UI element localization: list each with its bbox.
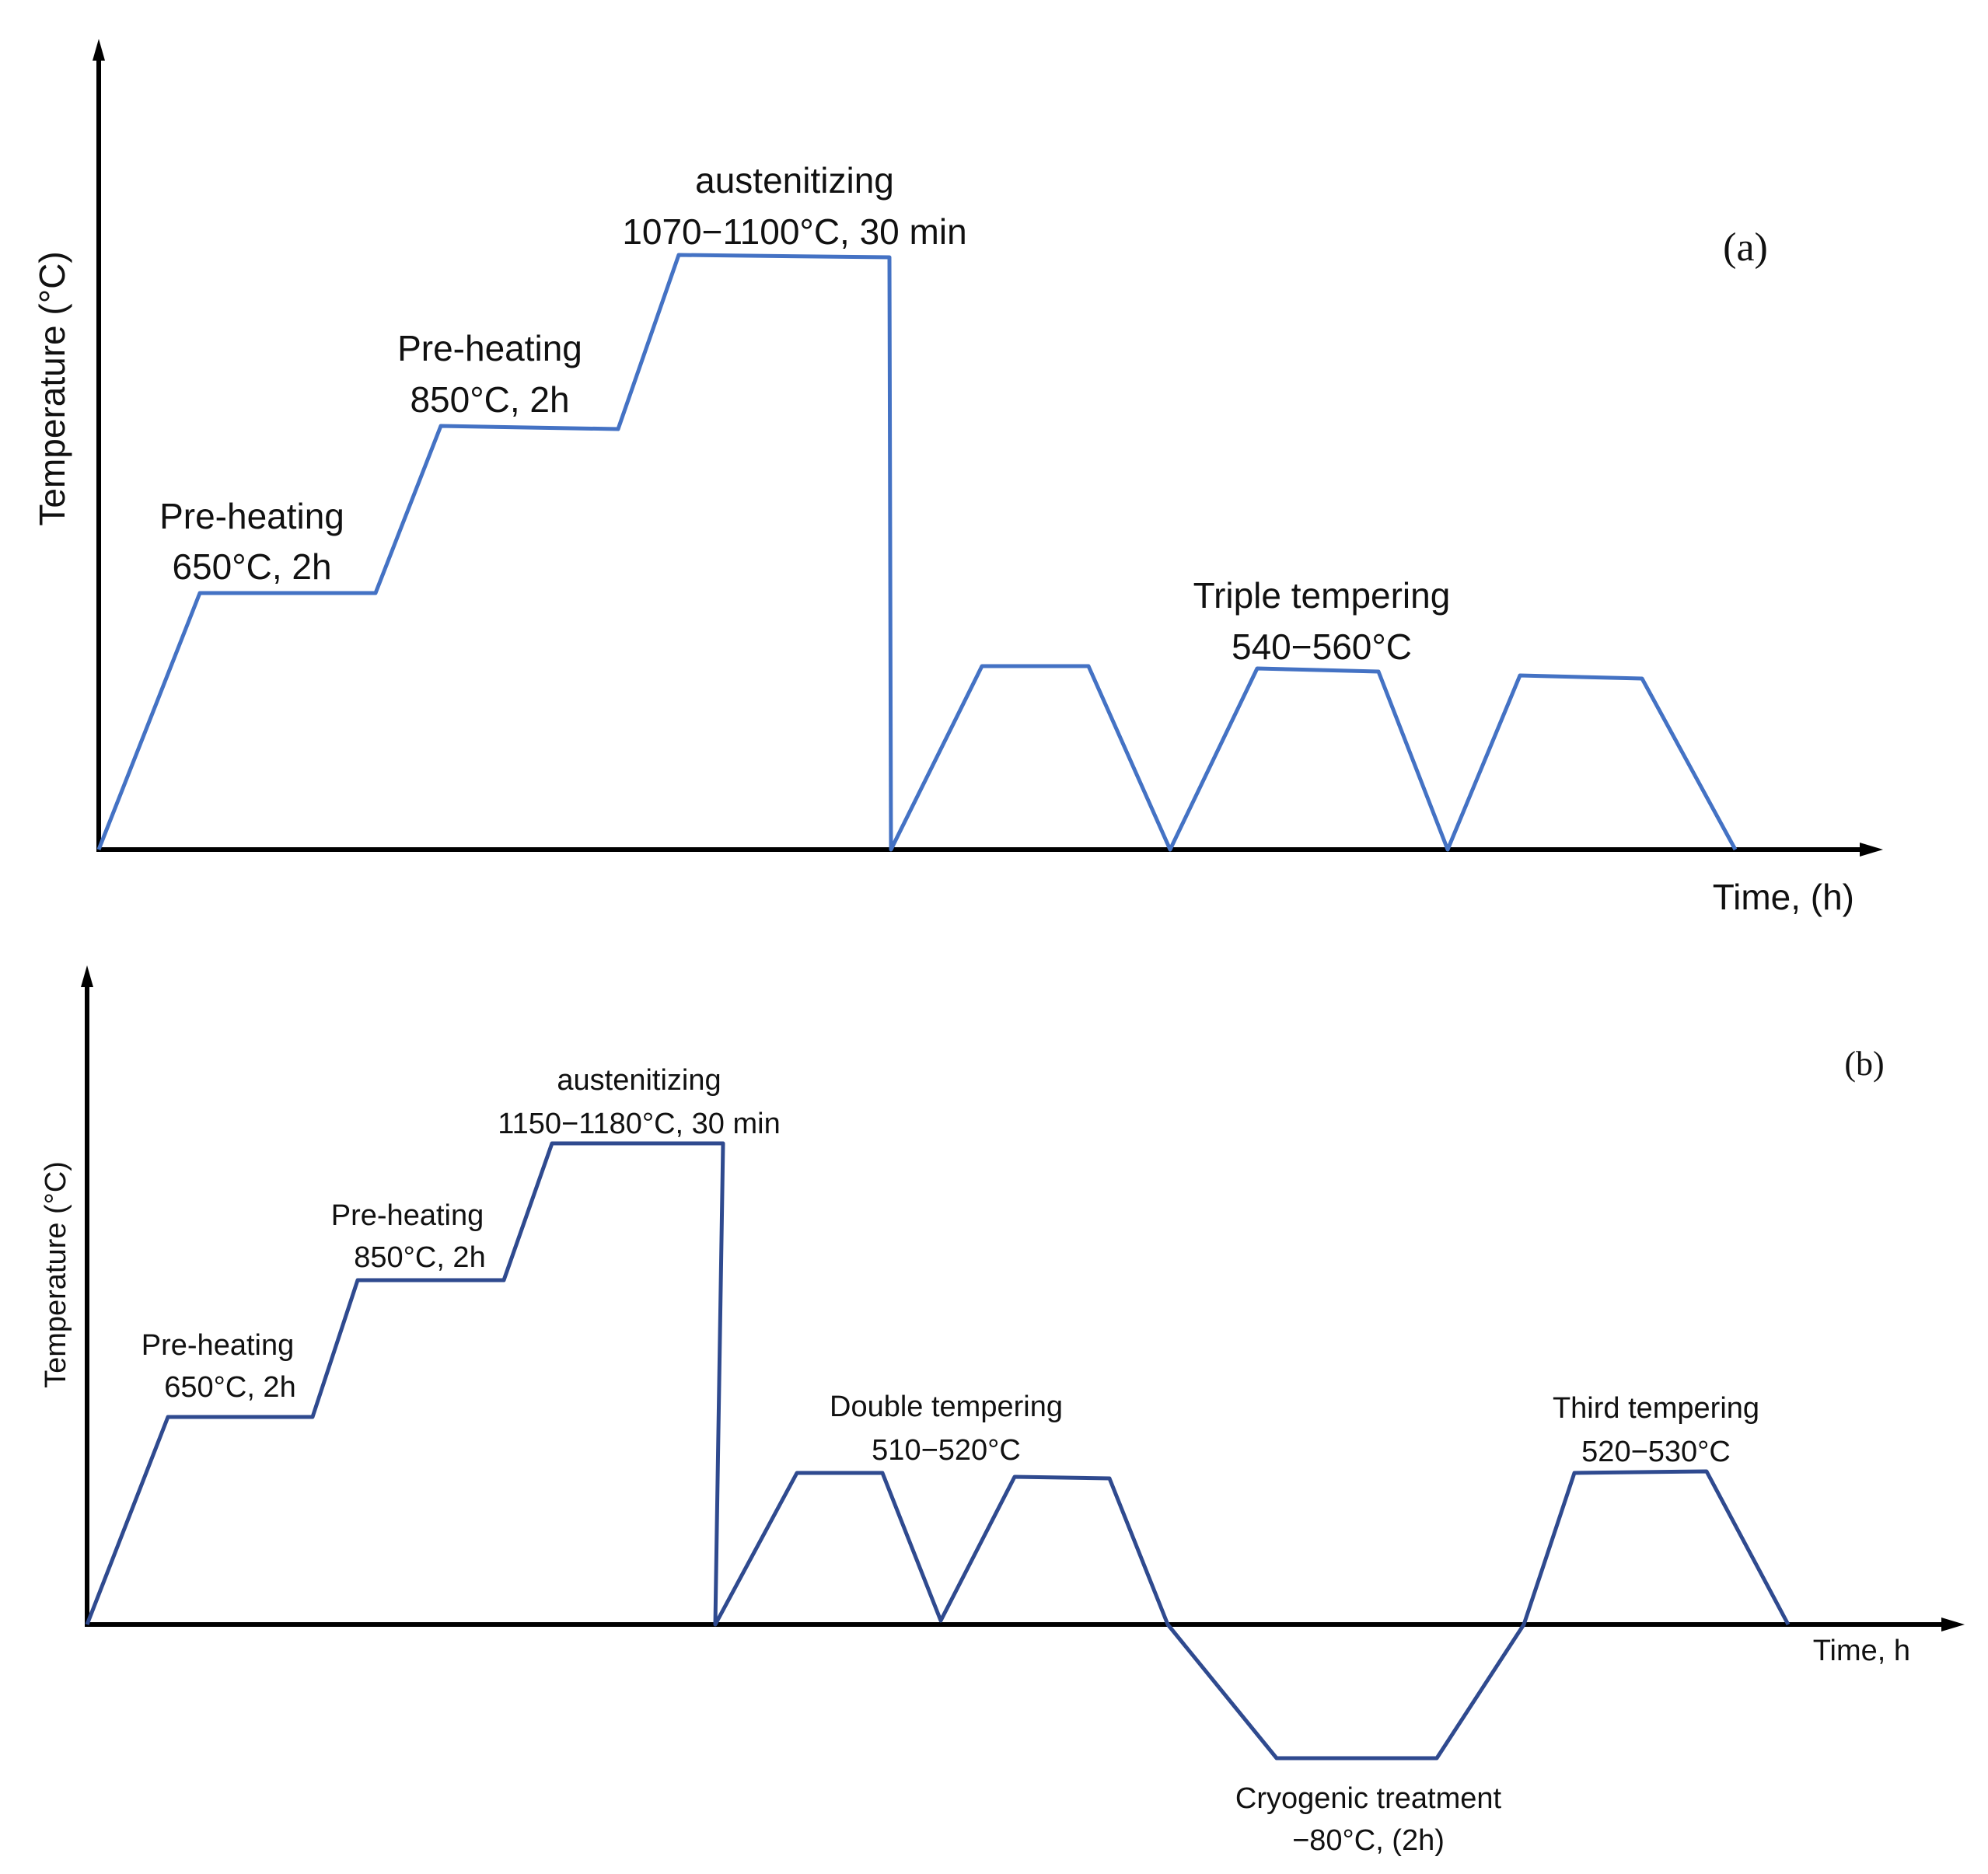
panel-b-austenitizing-label: austenitizing 1150−1180°C, 30 min [498, 1064, 780, 1140]
panel-b-third-tempering-title: Third tempering [1553, 1392, 1759, 1425]
panel-a-tag: (a) [1723, 225, 1768, 270]
panel-b-axes [81, 965, 1965, 1631]
panel-a: Temperature (°C) Time, (h) (a) Pre-heati… [32, 39, 1883, 917]
panel-b-cryogenic-label: Cryogenic treatment −80°C, (2h) [1235, 1782, 1502, 1857]
panel-b-third-tempering-value: 520−530°C [1581, 1436, 1731, 1468]
panel-b-double-tempering-label: Double tempering 510−520°C [830, 1391, 1063, 1467]
panel-b-preheat1-value: 650°C, 2h [164, 1371, 295, 1404]
panel-a-temperature-profile [96, 253, 1738, 852]
panel-a-tempering-title: Triple tempering [1193, 575, 1451, 616]
panel-b-preheat1-label: Pre-heating 650°C, 2h [142, 1329, 296, 1404]
panel-b-y-arrow [81, 965, 93, 987]
panel-b-third-tempering-label: Third tempering 520−530°C [1553, 1392, 1759, 1468]
panel-b-double-tempering-title: Double tempering [830, 1391, 1063, 1423]
panel-b-austenitizing-title: austenitizing [557, 1064, 721, 1097]
panel-b-x-axis-label: Time, h [1813, 1635, 1910, 1667]
panel-b-temperature-profile [85, 1141, 1791, 1761]
panel-a-preheat1-title: Pre-heating [159, 496, 344, 536]
panel-b-austenitizing-value: 1150−1180°C, 30 min [498, 1108, 780, 1140]
panel-a-austenitizing-label: austenitizing 1070−1100°C, 30 min [622, 160, 966, 252]
panel-a-axes [93, 39, 1883, 857]
panel-b-cryogenic-title: Cryogenic treatment [1235, 1782, 1502, 1815]
panel-a-preheat1-label: Pre-heating 650°C, 2h [159, 496, 344, 587]
panel-a-preheat2-value: 850°C, 2h [410, 379, 569, 420]
panel-a-austenitizing-value: 1070−1100°C, 30 min [622, 211, 966, 252]
panel-a-tempering-value: 540−560°C [1232, 626, 1412, 667]
panel-b-preheat1-title: Pre-heating [142, 1329, 294, 1362]
panel-b-preheat2-title: Pre-heating [331, 1199, 484, 1232]
panel-a-austenitizing-title: austenitizing [695, 160, 894, 201]
panel-a-x-axis-label: Time, (h) [1713, 877, 1854, 917]
panel-b-x-arrow [1941, 1618, 1965, 1631]
panel-a-preheat1-value: 650°C, 2h [172, 546, 331, 587]
panel-a-y-arrow [93, 39, 105, 61]
panel-b-double-tempering-value: 510−520°C [872, 1434, 1021, 1467]
panel-b: Temperature (°C) Time, h (b) Pre-heating… [40, 965, 1965, 1857]
panel-a-preheat2-label: Pre-heating 850°C, 2h [397, 328, 582, 420]
panel-a-x-arrow [1860, 843, 1883, 857]
panel-b-preheat2-label: Pre-heating 850°C, 2h [331, 1199, 486, 1274]
panel-b-tag: (b) [1844, 1045, 1884, 1083]
panel-a-preheat2-title: Pre-heating [397, 328, 582, 368]
panel-b-preheat2-value: 850°C, 2h [354, 1241, 485, 1274]
panel-b-cryogenic-value: −80°C, (2h) [1292, 1824, 1445, 1857]
panel-b-y-axis-label: Temperature (°C) [40, 1161, 72, 1388]
panel-a-tempering-label: Triple tempering 540−560°C [1193, 575, 1451, 667]
panel-a-y-axis-label: Temperature (°C) [32, 251, 72, 525]
